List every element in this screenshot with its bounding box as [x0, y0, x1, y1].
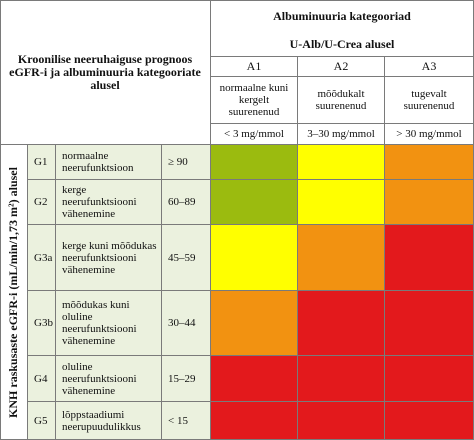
- row-range-g3a: 45–59: [162, 225, 211, 291]
- row-range-g1: ≥ 90: [162, 145, 211, 180]
- category-code-a1: A1: [211, 57, 298, 77]
- risk-cell-g4-a2: [298, 356, 385, 402]
- albuminuria-subtitle: U-Alb/U-Crea alusel: [211, 32, 474, 57]
- category-desc-a1: normaalne kuni kergelt suurenenud: [211, 77, 298, 124]
- row-desc-g4: oluline neerufunktsiooni vähenemine: [56, 356, 162, 402]
- category-code-a3: A3: [385, 57, 474, 77]
- risk-cell-g2-a1: [211, 180, 298, 225]
- row-range-g4: 15–29: [162, 356, 211, 402]
- egfr-side-label-text: KNH raskusaste eGFR-i (mL/min/1,73 m²) a…: [6, 167, 21, 418]
- row-code-g1: G1: [28, 145, 56, 180]
- row-code-g5: G5: [28, 402, 56, 440]
- category-range-a2: 3–30 mg/mmol: [298, 124, 385, 145]
- albuminuria-title: Albuminuuria kategooriad: [211, 0, 474, 32]
- row-range-g5: < 15: [162, 402, 211, 440]
- risk-cell-g3b-a1: [211, 291, 298, 356]
- risk-cell-g3b-a2: [298, 291, 385, 356]
- risk-cell-g5-a1: [211, 402, 298, 440]
- risk-cell-g4-a1: [211, 356, 298, 402]
- category-desc-a3: tugevalt suurenenud: [385, 77, 474, 124]
- category-code-a2: A2: [298, 57, 385, 77]
- row-range-g3b: 30–44: [162, 291, 211, 356]
- risk-cell-g3b-a3: [385, 291, 474, 356]
- row-desc-g5: lõppstaadiumi neerupuudulikkus: [56, 402, 162, 440]
- risk-cell-g1-a3: [385, 145, 474, 180]
- category-desc-a2: mõõdukalt suurenenud: [298, 77, 385, 124]
- row-code-g3b: G3b: [28, 291, 56, 356]
- risk-cell-g3a-a2: [298, 225, 385, 291]
- row-code-g2: G2: [28, 180, 56, 225]
- risk-cell-g5-a2: [298, 402, 385, 440]
- risk-cell-g5-a3: [385, 402, 474, 440]
- prognosis-title: Kroonilise neeruhaiguse prognoos eGFR-i …: [0, 0, 211, 145]
- row-desc-g2: kerge neerufunktsiooni vähenemine: [56, 180, 162, 225]
- category-range-a1: < 3 mg/mmol: [211, 124, 298, 145]
- row-range-g2: 60–89: [162, 180, 211, 225]
- risk-cell-g2-a3: [385, 180, 474, 225]
- risk-cell-g4-a3: [385, 356, 474, 402]
- risk-cell-g2-a2: [298, 180, 385, 225]
- risk-cell-g1-a2: [298, 145, 385, 180]
- row-code-g4: G4: [28, 356, 56, 402]
- risk-cell-g1-a1: [211, 145, 298, 180]
- egfr-side-label: KNH raskusaste eGFR-i (mL/min/1,73 m²) a…: [0, 145, 28, 440]
- row-desc-g1: normaalne neerufunktsioon: [56, 145, 162, 180]
- category-range-a3: > 30 mg/mmol: [385, 124, 474, 145]
- row-code-g3a: G3a: [28, 225, 56, 291]
- risk-cell-g3a-a3: [385, 225, 474, 291]
- row-desc-g3b: mõõdukas kuni oluline neerufunktsiooni v…: [56, 291, 162, 356]
- row-desc-g3a: kerge kuni mõõdukas neerufunktsiooni väh…: [56, 225, 162, 291]
- risk-cell-g3a-a1: [211, 225, 298, 291]
